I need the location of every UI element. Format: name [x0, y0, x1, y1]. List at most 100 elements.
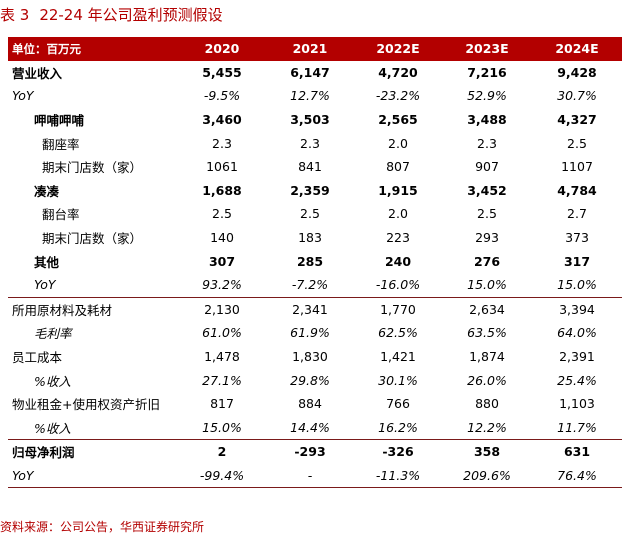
cell: 285 — [296, 253, 324, 269]
table-row: YoY 93.2% -7.2% -16.0% 15.0% 15.0% — [8, 272, 622, 298]
cell: 2.5 — [567, 135, 587, 151]
cell: 61.9% — [290, 325, 330, 341]
cell: 2.5 — [212, 206, 232, 222]
table-row: 营业收入 5,455 6,147 4,720 7,216 9,428 — [8, 61, 622, 85]
cell: -99.4% — [178, 463, 266, 489]
cell: 1,103 — [559, 396, 595, 412]
cell: 26.0% — [467, 372, 507, 388]
cell: 807 — [386, 159, 410, 175]
cell: 2.0 — [388, 206, 408, 222]
cell: 76.4% — [532, 463, 622, 489]
cell: 4,784 — [557, 182, 597, 198]
cell: 209.6% — [442, 463, 532, 489]
year-2022e: 2022E — [354, 37, 442, 61]
cell: 307 — [208, 253, 236, 269]
row-label: 物业租金+使用权资产折旧 — [12, 397, 160, 413]
cell: 1,830 — [292, 349, 328, 365]
cell: 62.5% — [378, 325, 418, 341]
cell: 223 — [386, 230, 410, 246]
cell: 1,478 — [204, 349, 240, 365]
cell: 3,488 — [467, 112, 507, 128]
row-label: YoY — [8, 272, 178, 298]
cell: 1061 — [206, 159, 238, 175]
cell: 766 — [386, 396, 410, 412]
cell: 63.5% — [467, 325, 507, 341]
cell: 3,460 — [202, 112, 242, 128]
row-label: 员工成本 — [12, 350, 63, 366]
table-row: 物业租金+使用权资产折旧 817 884 766 880 1,103 — [8, 392, 622, 416]
cell: 2.3 — [212, 135, 232, 151]
year-2021: 2021 — [266, 37, 354, 61]
cell: 2,130 — [204, 301, 240, 317]
cell: 3,503 — [290, 112, 330, 128]
cell: 2.3 — [477, 135, 497, 151]
table-row: 凑凑 1,688 2,359 1,915 3,452 4,784 — [8, 179, 622, 203]
row-label: 所用原材料及耗材 — [12, 302, 113, 318]
cell: -7.2% — [266, 272, 354, 298]
cell: -16.0% — [354, 272, 442, 298]
cell: 631 — [563, 444, 591, 460]
table-row: YoY -99.4% - -11.3% 209.6% 76.4% — [8, 463, 622, 489]
table-title-text: 22-24 年公司盈利预测假设 — [39, 6, 223, 24]
cell: 6,147 — [290, 64, 330, 80]
table-row: 其他 307 285 240 276 317 — [8, 249, 622, 273]
cell: 4,720 — [378, 64, 418, 80]
table-row: 所用原材料及耗材 2,130 2,341 1,770 2,634 3,394 — [8, 297, 622, 321]
table-row: 期末门店数（家） 1061 841 807 907 1107 — [8, 155, 622, 179]
cell: -326 — [382, 444, 414, 460]
cell: 30.1% — [378, 372, 418, 388]
cell: -9.5% — [203, 88, 241, 104]
cell: 9,428 — [557, 64, 597, 80]
cell: 1,421 — [380, 349, 416, 365]
cell: 2.0 — [388, 135, 408, 151]
cell: 2,565 — [378, 112, 418, 128]
cell: - — [266, 463, 354, 489]
cell: 358 — [473, 444, 501, 460]
cell: 183 — [298, 230, 322, 246]
cell: 12.2% — [442, 415, 532, 441]
cell: 293 — [475, 230, 499, 246]
cell: 15.0% — [532, 272, 622, 298]
unit-label: 单位：百万元 — [8, 37, 178, 61]
row-label: %收入 — [8, 415, 178, 441]
cell: 7,216 — [467, 64, 507, 80]
cell: 16.2% — [354, 415, 442, 441]
year-2023e: 2023E — [442, 37, 532, 61]
cell: 30.7% — [557, 88, 597, 104]
row-label: %收入 — [34, 373, 71, 389]
row-label: 归母净利润 — [12, 445, 75, 461]
cell: 5,455 — [202, 64, 242, 80]
row-label: 呷哺呷哺 — [34, 113, 85, 129]
row-label: 期末门店数（家） — [42, 231, 143, 247]
header-row: 单位：百万元 2020 2021 2022E 2023E 2024E — [8, 37, 622, 61]
row-label: 其他 — [34, 254, 60, 270]
cell: 1,874 — [469, 349, 505, 365]
cell: 12.7% — [290, 88, 330, 104]
year-2024e: 2024E — [532, 37, 622, 61]
cell: 2,634 — [469, 301, 505, 317]
cell: 25.4% — [557, 372, 597, 388]
table-row: 归母净利润 2 -293 -326 358 631 — [8, 440, 622, 464]
cell: 2,391 — [559, 349, 595, 365]
cell: 2.5 — [477, 206, 497, 222]
table-row: %收入 15.0% 14.4% 16.2% 12.2% 11.7% — [8, 415, 622, 441]
cell: 2,359 — [290, 182, 330, 198]
cell: 52.9% — [467, 88, 507, 104]
row-label: YoY — [12, 88, 34, 104]
cell: 140 — [210, 230, 234, 246]
cell: 907 — [475, 159, 499, 175]
cell: 4,327 — [557, 112, 597, 128]
table-row: 翻台率 2.5 2.5 2.0 2.5 2.7 — [8, 202, 622, 226]
cell: 2.5 — [300, 206, 320, 222]
cell: 15.0% — [442, 272, 532, 298]
cell: 29.8% — [290, 372, 330, 388]
forecast-table: 单位：百万元 2020 2021 2022E 2023E 2024E 营业收入 … — [8, 37, 622, 489]
cell: -11.3% — [354, 463, 442, 489]
cell: -293 — [294, 444, 326, 460]
cell: 2.3 — [300, 135, 320, 151]
cell: 2,341 — [292, 301, 328, 317]
cell: 27.1% — [202, 372, 242, 388]
row-label: YoY — [8, 463, 178, 489]
cell: 276 — [473, 253, 501, 269]
row-label: 凑凑 — [34, 183, 60, 199]
